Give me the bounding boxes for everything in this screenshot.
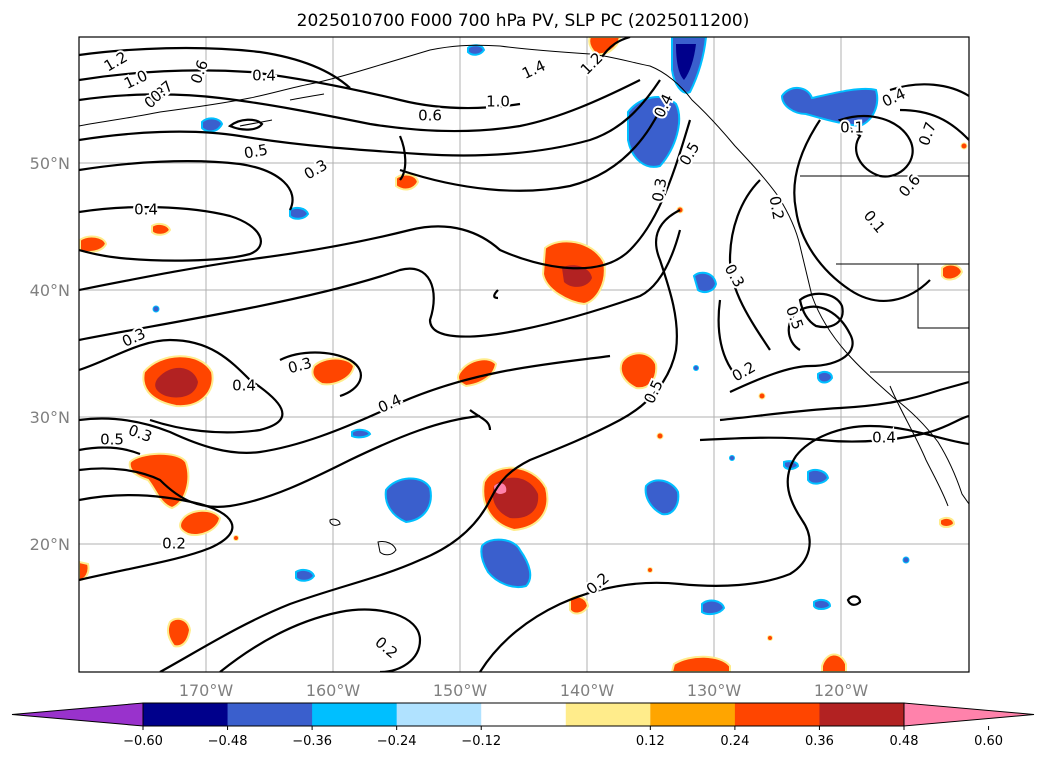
slp-contour-0.2-coast <box>717 179 771 381</box>
map-frame <box>78 36 970 673</box>
lat-label-30n: 30°N <box>30 408 70 427</box>
lon-label-160w: 160°W <box>306 681 361 700</box>
colorbar-tick-label: −0.36 <box>292 734 332 749</box>
slp-contour-1.2 <box>79 46 351 89</box>
contour-label: 0.1 <box>840 119 864 137</box>
slp-contour-0.7-east <box>889 83 969 141</box>
colorbar-bin <box>819 703 905 726</box>
contour-label: 0.4 <box>232 377 256 395</box>
colorbar-bin <box>650 703 736 726</box>
lon-label-150w: 150°W <box>433 681 488 700</box>
slp-contour-0.3-mid <box>79 229 682 342</box>
pv-shading <box>79 37 968 672</box>
hawaii-island-small <box>329 518 341 526</box>
colorbar-bin <box>227 703 313 726</box>
slp-contour-0.6 <box>79 109 661 211</box>
colorbar-tick-label: −0.48 <box>208 734 248 749</box>
lon-label-130w: 130°W <box>687 681 742 700</box>
slp-contour-0.2-east <box>479 424 969 672</box>
lon-label-120w: 120°W <box>814 681 869 700</box>
lat-label-40n: 40°N <box>30 281 70 300</box>
lon-label-170w: 170°W <box>179 681 234 700</box>
slp-contour-0.5 <box>79 119 692 292</box>
colorbar-bin <box>481 703 567 726</box>
slp-contour-0.5-south <box>79 414 481 508</box>
slp-contour-0.4-west <box>79 205 262 262</box>
colorbar-extend-high <box>903 702 1035 727</box>
pv-anomaly-positive <box>79 37 968 672</box>
lat-label-50n: 50°N <box>30 154 70 173</box>
figure-title: 2025010700 F000 700 hPa PV, SLP PC (2025… <box>297 11 750 31</box>
slp-contour-0.2-main <box>159 209 681 672</box>
contour-label: 0.6 <box>418 107 442 125</box>
lat-axis: 50°N 40°N 30°N 20°N <box>30 154 70 554</box>
slp-contour-0.7 <box>79 79 661 157</box>
slp-contour-1.0 <box>79 69 521 110</box>
contour-label: 0.4 <box>134 201 158 219</box>
colorbar-tick-label: −0.60 <box>123 734 163 749</box>
colorbar-tick-label: 0.12 <box>636 734 665 749</box>
colorbar-bin <box>396 703 482 726</box>
slp-contour-0.2-west <box>79 493 234 582</box>
slp-contour-0.4-small <box>279 351 362 398</box>
lon-axis: 170°W 160°W 150°W 140°W 130°W 120°W <box>179 681 869 700</box>
aleutian-islands <box>239 93 325 127</box>
slp-contour-0.8 <box>79 79 641 133</box>
slp-contours <box>79 37 969 672</box>
contour-label: 0.2 <box>162 535 186 553</box>
colorbar-tick-label: 0.48 <box>890 734 919 749</box>
lat-label-20n: 20°N <box>30 535 70 554</box>
colorbar-bin <box>312 703 398 726</box>
colorbar-tick-label: 0.36 <box>805 734 834 749</box>
slp-contour-0.2-south <box>219 608 422 672</box>
coastline-north-america <box>79 44 969 505</box>
colorbar: −0.60 −0.48 −0.36 −0.24 −0.12 0.12 0.24 0.36 0.4… <box>11 702 1035 749</box>
colorbar-frame <box>142 702 905 727</box>
coastlines <box>79 44 969 556</box>
slp-contour-0.4-south <box>79 354 611 454</box>
slp-contour-0.3-east <box>719 380 969 422</box>
slp-contour-low-center <box>798 292 844 329</box>
colorbar-tick-label: −0.24 <box>377 734 417 749</box>
colorbar-bin <box>143 703 229 726</box>
slp-contour-east-high <box>793 115 931 302</box>
map-panel: 1.21.00.80.70.6 0.40.50.30.41.4 1.21.00.60… <box>78 36 970 673</box>
hawaii-island <box>377 541 397 556</box>
contour-label: 1.0 <box>486 93 510 111</box>
colorbar-tick-label: 0.60 <box>974 734 1003 749</box>
colorbar-tick-label: 0.24 <box>720 734 749 749</box>
contour-label: 0.5 <box>100 431 124 449</box>
slp-contour-misc <box>227 37 631 181</box>
state-borders <box>836 263 969 329</box>
colorbar-extend-low <box>11 702 144 727</box>
baja-california-coast <box>889 385 949 507</box>
contour-label: 0.4 <box>872 429 896 447</box>
lon-label-140w: 140°W <box>560 681 615 700</box>
colorbar-tick-label: −0.12 <box>461 734 501 749</box>
slp-contour-0.5-low <box>729 305 854 393</box>
slp-contour-0.4-east <box>699 414 969 443</box>
contour-label: 0.4 <box>252 67 276 85</box>
colorbar-bin <box>565 703 651 726</box>
slp-contour-0.3-west <box>79 338 284 434</box>
colorbar-bin <box>734 703 820 726</box>
slp-contour-small-loops <box>469 289 862 606</box>
